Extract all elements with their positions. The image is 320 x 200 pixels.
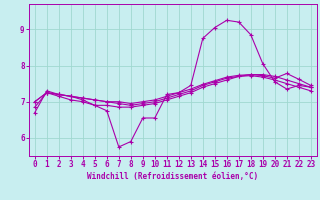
X-axis label: Windchill (Refroidissement éolien,°C): Windchill (Refroidissement éolien,°C)	[87, 172, 258, 181]
